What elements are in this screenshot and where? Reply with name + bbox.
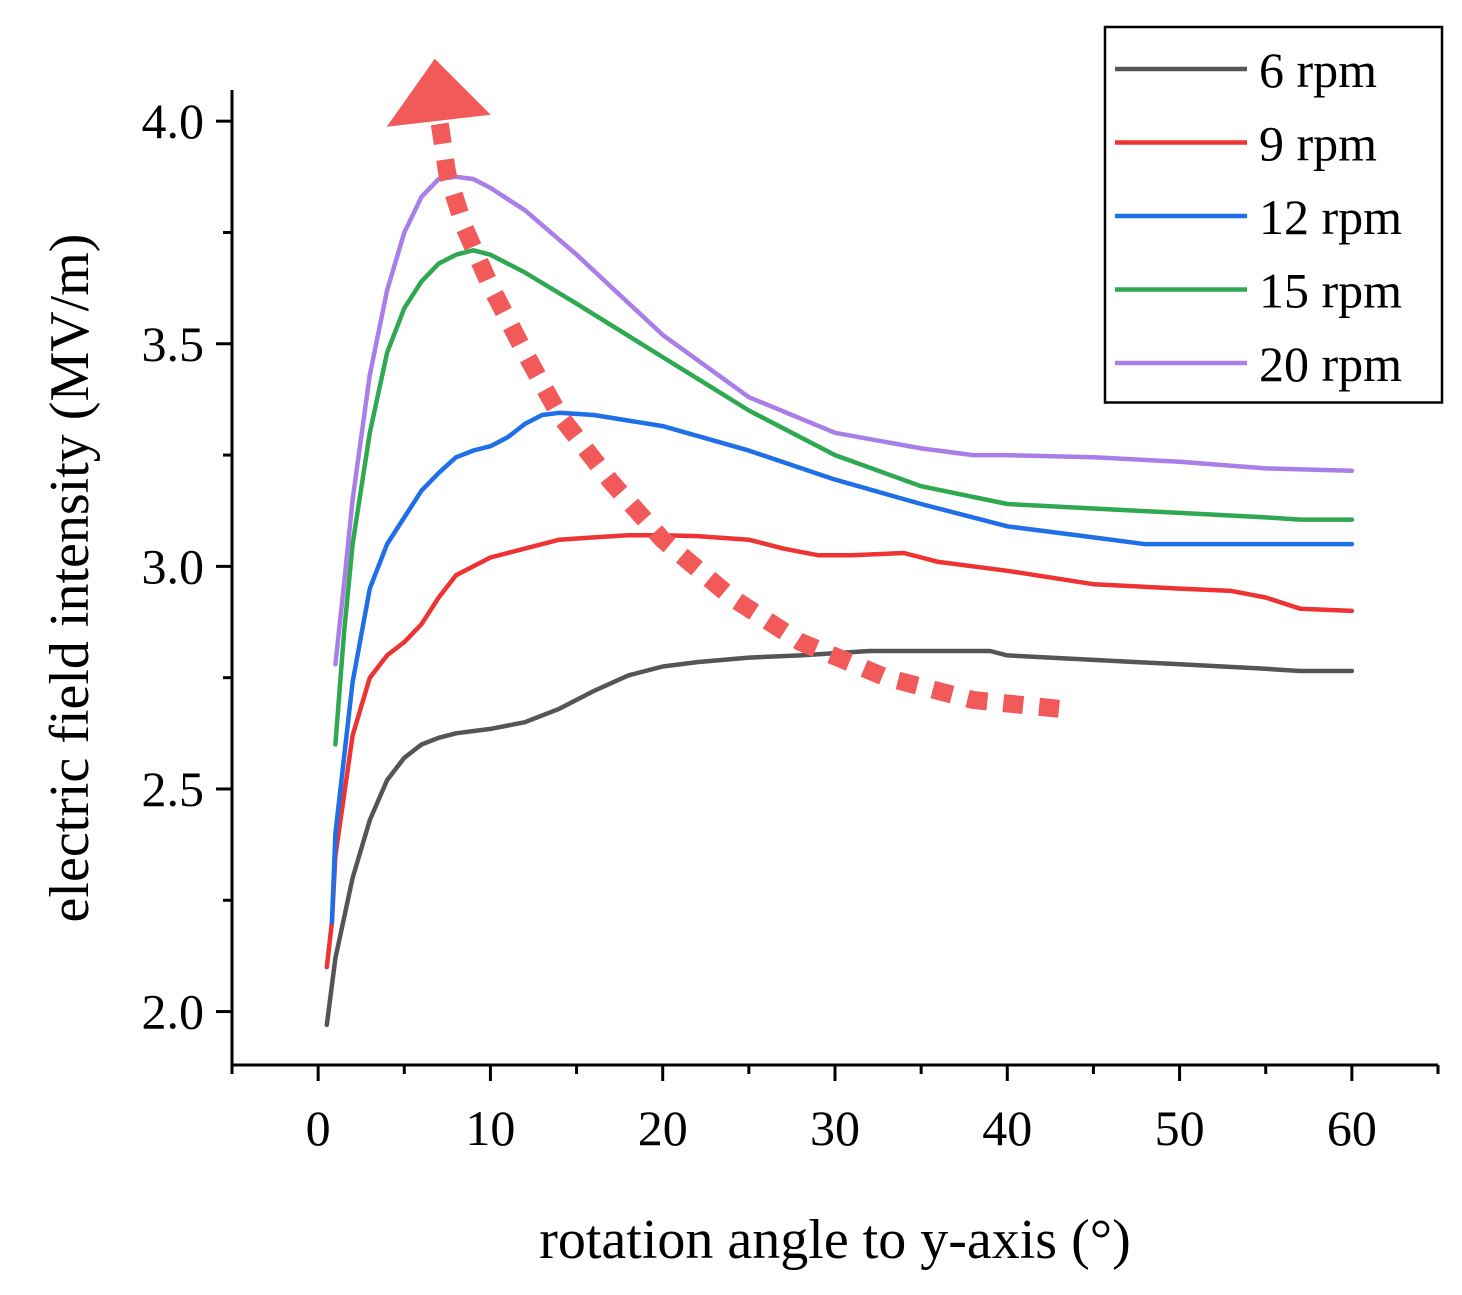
legend-label: 15 rpm [1259, 263, 1402, 319]
x-axis-title: rotation angle to y-axis (°) [539, 1209, 1131, 1271]
series-layer [324, 174, 1355, 1028]
annotation-layer [386, 58, 1060, 718]
trend-arrow-head [386, 58, 491, 127]
series-line-20-rpm [333, 174, 1355, 667]
y-tick-label: 4.0 [142, 93, 205, 149]
legend: 6 rpm 9 rpm 12 rpm 15 rpm 20 rpm [1103, 25, 1444, 404]
series-line-9-rpm [324, 532, 1355, 970]
trend-arrow-dashed-line [429, 115, 1060, 718]
y-tick-label: 3.5 [142, 316, 205, 372]
x-tick-label: 20 [638, 1100, 688, 1156]
series-line-15-rpm [333, 248, 1355, 747]
legend-label: 6 rpm [1259, 42, 1377, 98]
x-tick-label: 0 [306, 1100, 331, 1156]
legend-label: 12 rpm [1259, 189, 1402, 245]
x-tick-label: 40 [982, 1100, 1032, 1156]
y-tick-label: 3.0 [142, 538, 205, 594]
series-line-12-rpm [329, 410, 1355, 925]
x-tick-label: 10 [465, 1100, 515, 1156]
axes: 0 10 20 30 40 50 60 2.0 2.5 3.0 3.5 4.0 [142, 90, 1440, 1156]
x-tick-label: 60 [1327, 1100, 1377, 1156]
y-axis-title: electric field intensity (MV/m) [39, 234, 101, 923]
x-tick-label: 50 [1155, 1100, 1205, 1156]
series-line-6-rpm [324, 648, 1355, 1028]
legend-label: 9 rpm [1259, 116, 1377, 172]
y-tick-label: 2.5 [142, 761, 205, 817]
y-tick-label: 2.0 [142, 984, 205, 1040]
legend-label: 20 rpm [1259, 336, 1402, 392]
x-tick-label: 30 [810, 1100, 860, 1156]
